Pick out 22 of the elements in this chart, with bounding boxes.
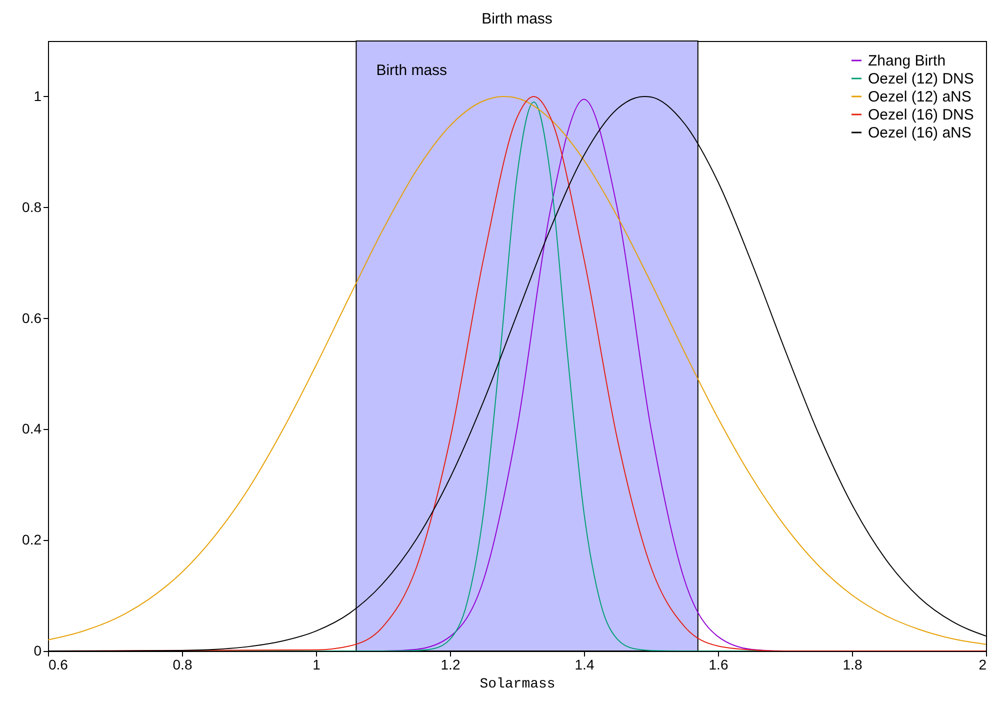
x-tick-label: 1 <box>312 656 321 672</box>
x-axis-title: Solarmass <box>480 676 556 692</box>
y-tick-label: 0.6 <box>22 310 42 326</box>
x-tick-label: 0.6 <box>48 656 68 672</box>
x-tick-label: 1.8 <box>842 656 862 672</box>
y-tick-label: 1 <box>34 88 42 104</box>
legend-label: Oezel (12) aNS <box>868 88 972 106</box>
x-tick-label: 1.2 <box>440 656 460 672</box>
x-tick-label: 0.8 <box>172 656 192 672</box>
y-tick-label: 0.2 <box>22 532 42 548</box>
legend-label: Oezel (16) aNS <box>868 124 972 142</box>
band-label: Birth mass <box>376 62 448 79</box>
x-tick-label: 1.6 <box>708 656 728 672</box>
x-tick-label: 2 <box>978 656 987 672</box>
y-tick-label: 0.4 <box>22 420 42 437</box>
y-tick-label: 0.8 <box>22 198 42 215</box>
y-tick-label: 0 <box>34 642 42 658</box>
legend-label: Zhang Birth <box>868 52 946 70</box>
chart-title: Birth mass <box>482 10 552 28</box>
x-tick-label: 1.4 <box>574 656 594 672</box>
legend-label: Oezel (12) DNS <box>868 70 974 88</box>
legend-label: Oezel (16) DNS <box>868 106 974 124</box>
